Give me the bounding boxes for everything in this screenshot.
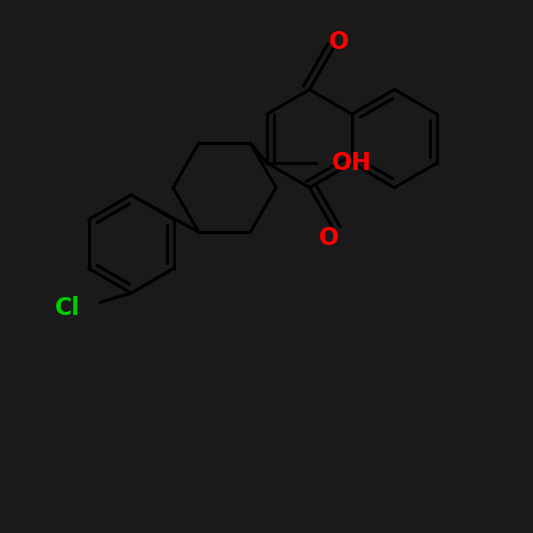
- Text: O: O: [319, 226, 339, 250]
- Text: OH: OH: [332, 151, 372, 175]
- Text: Cl: Cl: [55, 296, 80, 320]
- Text: O: O: [329, 30, 350, 54]
